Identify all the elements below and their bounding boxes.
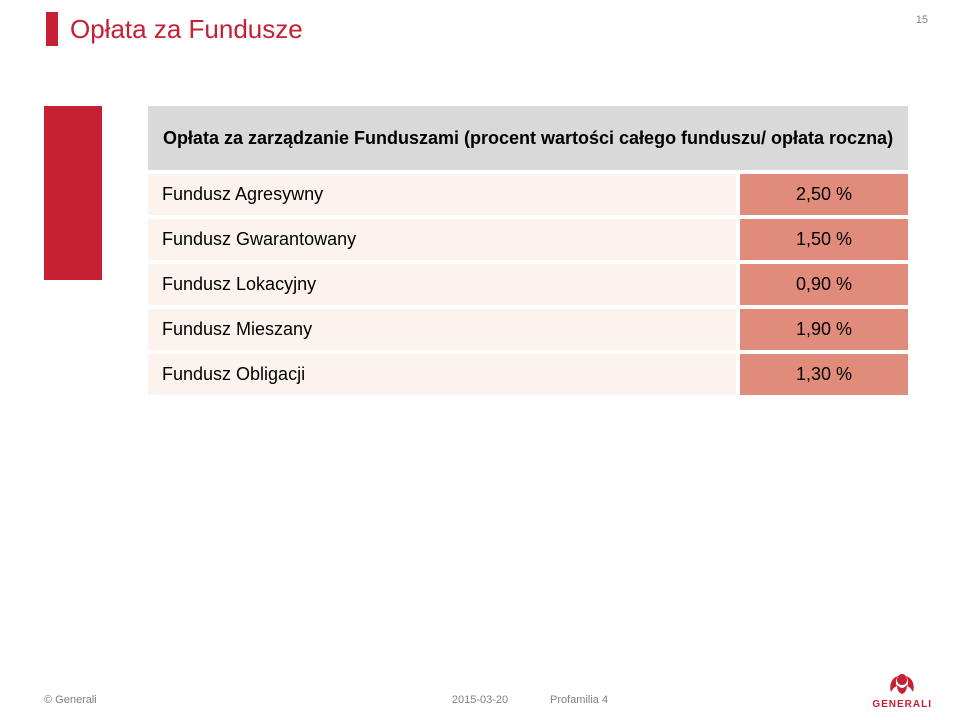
sidebar-block [44, 106, 102, 280]
table-row: Fundusz Mieszany1,90 % [148, 309, 908, 350]
fund-label: Fundusz Gwarantowany [148, 219, 736, 260]
table-row: Fundusz Lokacyjny0,90 % [148, 264, 908, 305]
fund-label: Fundusz Lokacyjny [148, 264, 736, 305]
footer-copyright: © Generali [44, 694, 97, 706]
fund-value: 1,90 % [740, 309, 908, 350]
page-number: 15 [916, 14, 928, 26]
page: Opłata za Fundusze 15 Opłata za zarządza… [0, 0, 960, 720]
fund-value: 0,90 % [740, 264, 908, 305]
fund-label: Fundusz Mieszany [148, 309, 736, 350]
fund-value: 1,30 % [740, 354, 908, 395]
fund-value: 2,50 % [740, 174, 908, 215]
table-row: Fundusz Gwarantowany1,50 % [148, 219, 908, 260]
table-row: Fundusz Agresywny2,50 % [148, 174, 908, 215]
title-bar: Opłata za Fundusze [46, 12, 303, 46]
fees-table: Opłata za zarządzanie Funduszami (procen… [148, 106, 908, 399]
generali-logo: GENERALI [872, 670, 932, 710]
footer-date: 2015-03-20 [452, 694, 508, 706]
fund-value: 1,50 % [740, 219, 908, 260]
table-header: Opłata za zarządzanie Funduszami (procen… [148, 106, 908, 170]
title-accent [46, 12, 58, 46]
fund-label: Fundusz Agresywny [148, 174, 736, 215]
lion-icon [885, 670, 919, 696]
table-header-row: Opłata za zarządzanie Funduszami (procen… [148, 106, 908, 170]
logo-text: GENERALI [872, 700, 932, 710]
page-title: Opłata za Fundusze [70, 12, 303, 46]
fund-label: Fundusz Obligacji [148, 354, 736, 395]
footer-product: Profamilia 4 [550, 694, 608, 706]
table-row: Fundusz Obligacji1,30 % [148, 354, 908, 395]
